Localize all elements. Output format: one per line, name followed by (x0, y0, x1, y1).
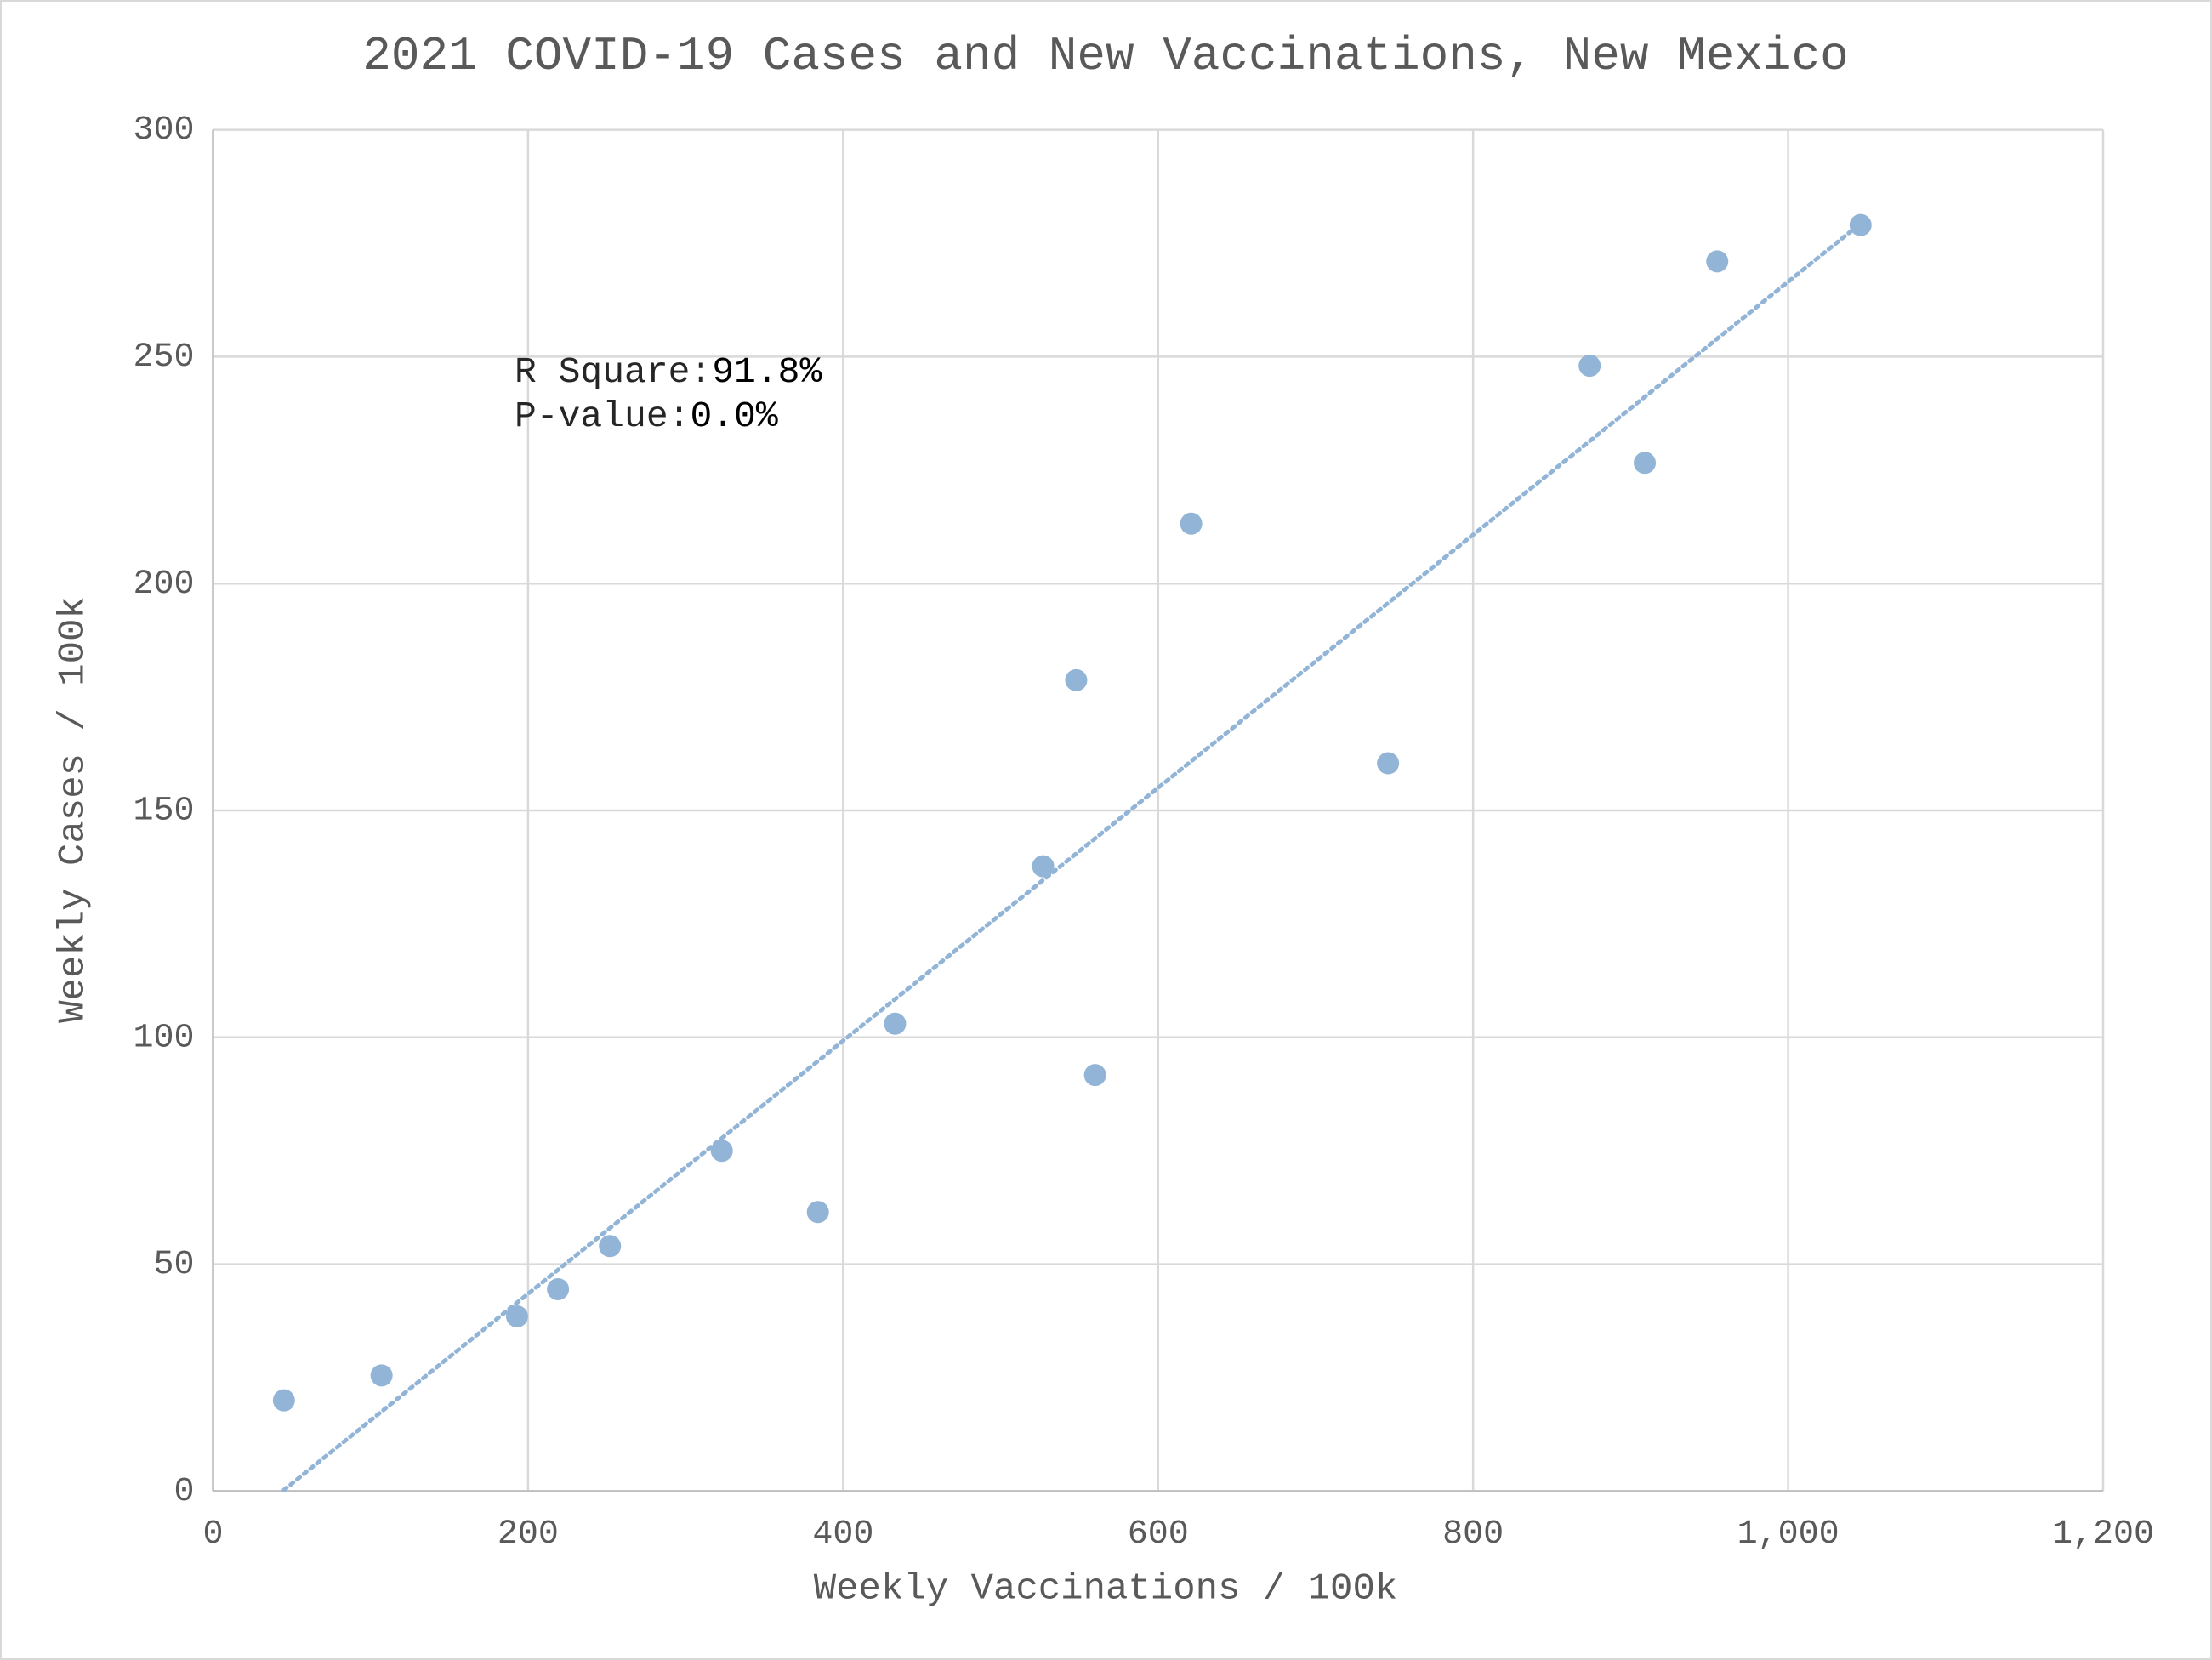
y-axis-label: Weekly Cases / 100k (53, 596, 95, 1023)
scatter-point (1578, 355, 1601, 378)
x-tick-label: 600 (1128, 1515, 1189, 1554)
scatter-point (806, 1201, 829, 1224)
x-tick-label: 200 (498, 1515, 559, 1554)
scatter-point (1065, 668, 1088, 691)
scatter-point (547, 1277, 570, 1300)
x-tick-label: 0 (202, 1515, 223, 1554)
y-tick-label: 0 (173, 1473, 194, 1511)
trendline (281, 221, 1863, 1492)
x-tick-label: 800 (1442, 1515, 1504, 1554)
scatter-point (884, 1012, 907, 1035)
scatter-point (1032, 855, 1055, 878)
scatter-point (370, 1364, 393, 1387)
x-tick-label: 1,200 (2052, 1515, 2154, 1554)
y-tick-label: 250 (133, 338, 194, 377)
scatter-point (1083, 1064, 1106, 1087)
annotation-value: 0.0% (690, 395, 777, 437)
scatter-point (710, 1140, 733, 1163)
y-tick-label: 300 (133, 111, 194, 150)
scatter-point (505, 1305, 528, 1327)
y-tick-label: 150 (133, 793, 194, 831)
chart-title: 2021 COVID-19 Cases and New Vaccinations… (362, 29, 1848, 83)
scatter-point (599, 1235, 622, 1258)
scatter-point (1377, 752, 1400, 775)
annotation-label: R Square: (515, 351, 712, 393)
y-tick-label: 50 (153, 1246, 194, 1284)
annotation-label: P-value: (515, 395, 690, 437)
annotation: P-value:0.0% (515, 395, 778, 437)
x-axis-label: Weekly Vaccinations / 100k (814, 1568, 1398, 1611)
annotation: R Square:91.8% (515, 351, 822, 393)
annotation-value: 91.8% (712, 351, 822, 393)
y-tick-label: 100 (133, 1019, 194, 1057)
x-tick-label: 1,000 (1737, 1515, 1840, 1554)
y-tick-label: 200 (133, 566, 194, 604)
scatter-point (1849, 213, 1872, 236)
scatter-point (1706, 250, 1729, 273)
x-tick-label: 400 (812, 1515, 873, 1554)
scatter-point (272, 1389, 295, 1412)
scatter-point (1180, 512, 1203, 535)
scatter-point (1634, 452, 1657, 475)
